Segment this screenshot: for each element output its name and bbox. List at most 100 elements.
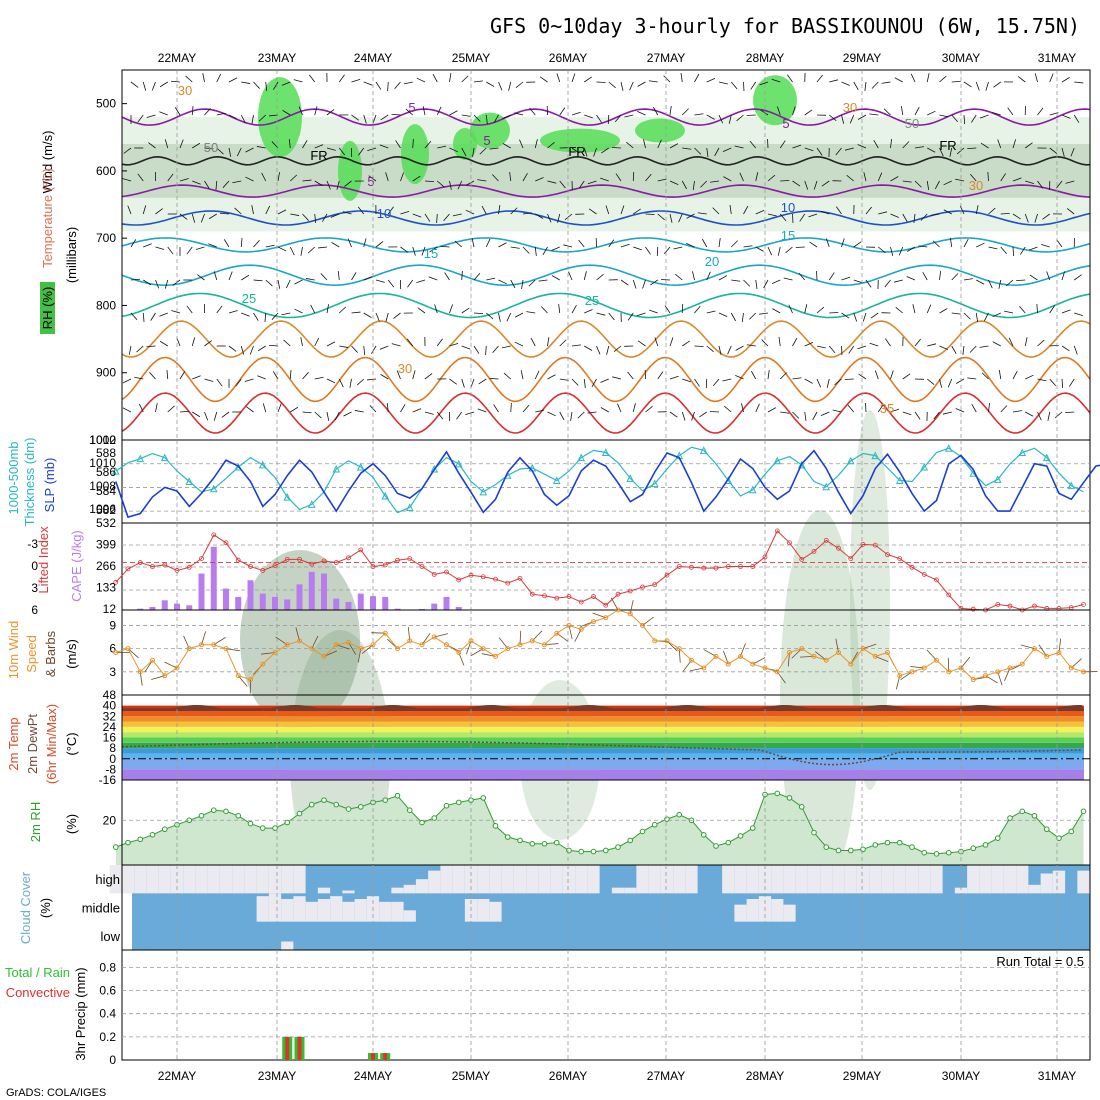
wind-barb: [277, 209, 287, 215]
wind-barb: [767, 370, 770, 380]
cloud-clear-cell: [403, 884, 416, 894]
wind-speed-point: [762, 665, 768, 671]
lifted-index-point: [162, 562, 168, 568]
wind-barb: [743, 245, 753, 248]
ylabel-thickness-2: Thickness (dm): [22, 438, 37, 527]
wind-speed-point: [284, 642, 290, 648]
wind-barb: [277, 403, 282, 413]
thickness-marker: [797, 460, 806, 469]
wind-barb: [216, 378, 223, 387]
wind-barb: [863, 172, 867, 182]
cloud-clear-cell: [391, 901, 404, 922]
cloud-row-label: low: [100, 929, 120, 944]
wind-barb: [302, 213, 309, 221]
wind-barb: [571, 111, 581, 116]
wind-barb: [456, 411, 463, 420]
rh-point: [492, 823, 499, 829]
cloud-clear-cell: [771, 899, 784, 922]
wind-barb: [997, 139, 1002, 149]
wind-barb: [528, 279, 536, 287]
wind-barb: [245, 147, 254, 153]
wind-barb: [473, 272, 481, 281]
lifted-index-point: [676, 564, 682, 569]
wind-barb: [251, 114, 254, 124]
wind-speed-point: [493, 653, 498, 659]
wind-barb: [461, 270, 463, 281]
lifted-index-point: [113, 579, 119, 585]
wind-speed-point: [627, 611, 633, 617]
wind-barb: [767, 246, 773, 256]
lifted-index-point: [493, 576, 498, 582]
wind-barb: [583, 271, 587, 281]
wind-speed-point: [321, 653, 327, 659]
rh-point: [884, 839, 891, 846]
wind-barb: [502, 114, 511, 119]
wind-barb: [473, 345, 480, 354]
wind-barb: [559, 180, 566, 189]
cloud-clear-cell: [685, 865, 698, 894]
wind-barb: [449, 342, 459, 347]
thickness-marker: [993, 475, 1002, 483]
wind-barb: [730, 81, 738, 90]
wind-barb: [406, 338, 414, 347]
wind-barb: [302, 140, 308, 149]
wind-barb: [539, 76, 548, 83]
wind-barb: [967, 147, 977, 150]
thickness-marker: [111, 467, 120, 475]
wind-barb: [128, 345, 132, 355]
wind-barb: [493, 114, 499, 123]
rh-point: [333, 801, 340, 808]
wind-barb: [1012, 370, 1018, 380]
thickness-marker: [479, 487, 488, 496]
lifted-index-point: [689, 564, 694, 570]
x-tick-bottom: 28MAY: [746, 1069, 784, 1083]
rh-point: [1043, 826, 1050, 833]
contour-label: 30: [843, 100, 857, 115]
cloud-clear-cell: [342, 901, 355, 922]
wind-barb: [127, 205, 132, 215]
wind-barb: [326, 341, 336, 347]
lifted-index-point: [431, 572, 437, 577]
rh-point: [676, 811, 683, 818]
wind-barb: [167, 246, 174, 255]
wind-barb: [853, 81, 859, 90]
wind-barb: [457, 180, 463, 190]
wind-barb: [489, 147, 499, 150]
wind-speed-point: [946, 669, 952, 675]
temp-band: [122, 748, 1084, 754]
lifted-index-point: [664, 572, 670, 578]
wind-barb: [841, 276, 851, 281]
wind-barb: [799, 213, 806, 222]
cloud-clear-cell: [1052, 870, 1066, 894]
wind-barb: [642, 279, 646, 289]
wind-barb: [256, 146, 266, 149]
cape-bar: [394, 608, 401, 610]
wind-barb: [853, 241, 862, 248]
wind-barb: [829, 79, 839, 83]
cloud-clear-cell: [550, 865, 563, 894]
wind-barb: [890, 176, 899, 182]
li-tick: 0: [31, 559, 38, 573]
lifted-index-point: [297, 556, 302, 562]
wind-barb: [449, 304, 453, 314]
wind-barb: [741, 312, 744, 322]
wind-barb: [215, 180, 218, 191]
wind-barb: [873, 140, 879, 149]
wind-barb: [326, 378, 336, 384]
thickness-marker: [160, 453, 169, 462]
wind-barb: [143, 279, 152, 286]
cloud-clear-cell: [452, 865, 465, 894]
y-tick-pressure: 1000: [89, 433, 116, 447]
wind-barb: [440, 245, 450, 248]
li-tick: -3: [27, 537, 38, 551]
wind-barb: [1073, 114, 1080, 123]
wind-barb: [222, 180, 230, 188]
wind-barb: [387, 206, 394, 215]
lifted-index-point: [725, 564, 731, 569]
wind-barb: [881, 81, 891, 84]
wind-speed-point: [186, 646, 192, 652]
slp-right-tick: 1006: [89, 502, 116, 516]
wind-barb: [812, 411, 818, 421]
ylabel-lifted-index: Lifted Index: [36, 526, 51, 594]
